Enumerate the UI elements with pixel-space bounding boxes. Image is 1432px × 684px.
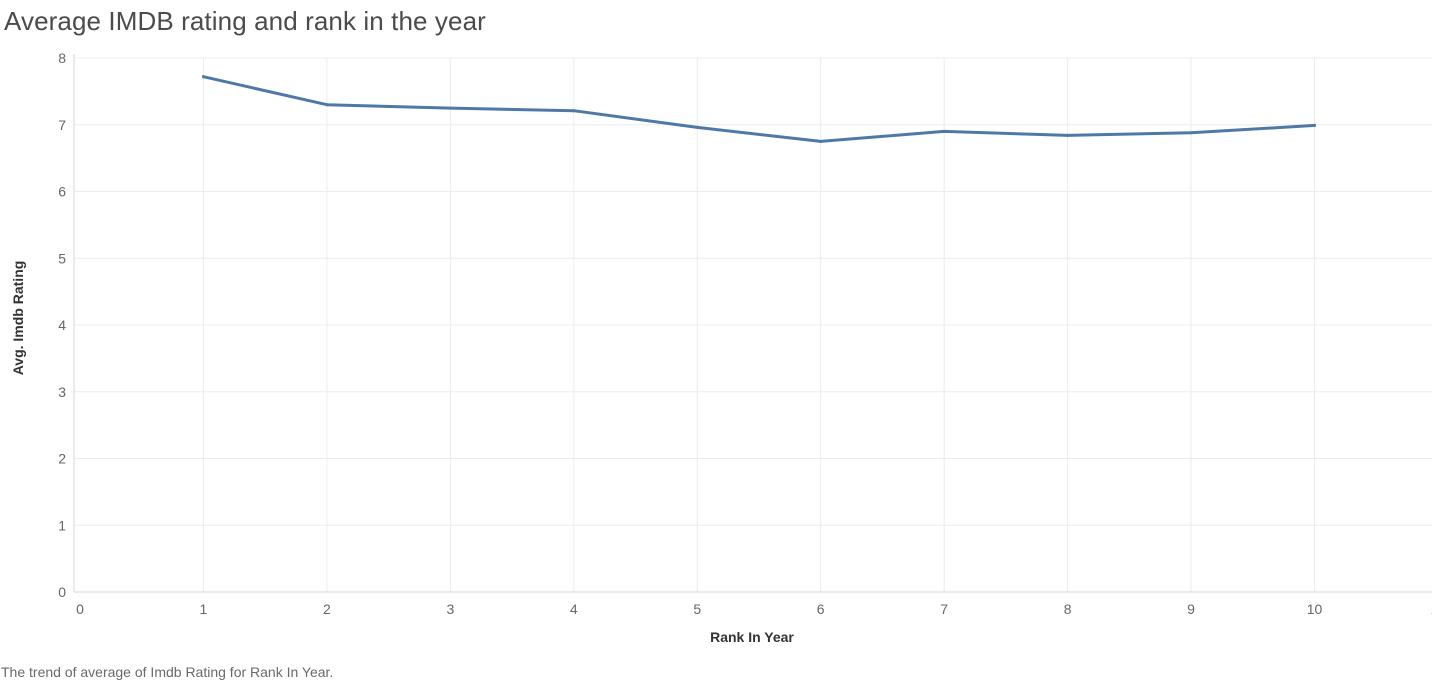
y-tick-label: 0 — [58, 584, 66, 600]
x-tick-label: 3 — [446, 601, 454, 617]
x-tick-label: 11 — [1431, 601, 1432, 617]
x-tick-label: 9 — [1187, 601, 1195, 617]
y-tick-label: 7 — [58, 117, 66, 133]
chart-title: Average IMDB rating and rank in the year — [4, 6, 486, 36]
data-point[interactable] — [1066, 133, 1070, 137]
series-lines — [201, 75, 1316, 143]
x-tick-label: 1 — [200, 601, 208, 617]
series-line — [201, 75, 1316, 143]
y-tick-label: 2 — [58, 451, 66, 467]
y-tick-label: 3 — [58, 384, 66, 400]
y-tick-labels: 0 1 2 3 4 5 6 7 8 — [58, 50, 66, 600]
x-tick-label: 8 — [1064, 601, 1072, 617]
x-tick-labels: 0 1 2 3 4 5 6 7 8 9 10 11 — [76, 601, 1432, 617]
axes — [73, 54, 1432, 593]
x-tick-label: 10 — [1307, 601, 1323, 617]
y-tick-label: 8 — [58, 50, 66, 66]
x-tick-label: 0 — [76, 601, 84, 617]
y-tick-label: 1 — [58, 517, 66, 533]
data-point[interactable] — [572, 109, 576, 113]
data-point[interactable] — [1189, 131, 1193, 135]
y-tick-label: 4 — [58, 317, 66, 333]
data-point[interactable] — [695, 125, 699, 129]
data-point[interactable] — [1313, 123, 1316, 127]
x-tick-label: 2 — [323, 601, 331, 617]
chart-caption: The trend of average of Imdb Rating for … — [1, 664, 334, 680]
data-point[interactable] — [942, 129, 946, 133]
y-tick-label: 5 — [58, 250, 66, 266]
data-point[interactable] — [819, 139, 823, 143]
x-tick-label: 5 — [693, 601, 701, 617]
x-tick-label: 7 — [940, 601, 948, 617]
x-tick-label: 6 — [817, 601, 825, 617]
grid-lines — [74, 57, 1432, 592]
x-tick-label: 4 — [570, 601, 578, 617]
data-point[interactable] — [325, 103, 329, 107]
y-tick-label: 6 — [58, 184, 66, 200]
x-axis-title: Rank In Year — [710, 629, 794, 645]
y-axis-title: Avg. Imdb Rating — [10, 261, 26, 376]
data-point[interactable] — [201, 75, 205, 79]
line-chart: 0 1 2 3 4 5 6 7 8 0 1 2 3 4 5 6 7 8 9 10 11 Rank In Year Av… — [10, 50, 1432, 645]
data-point[interactable] — [448, 106, 452, 110]
